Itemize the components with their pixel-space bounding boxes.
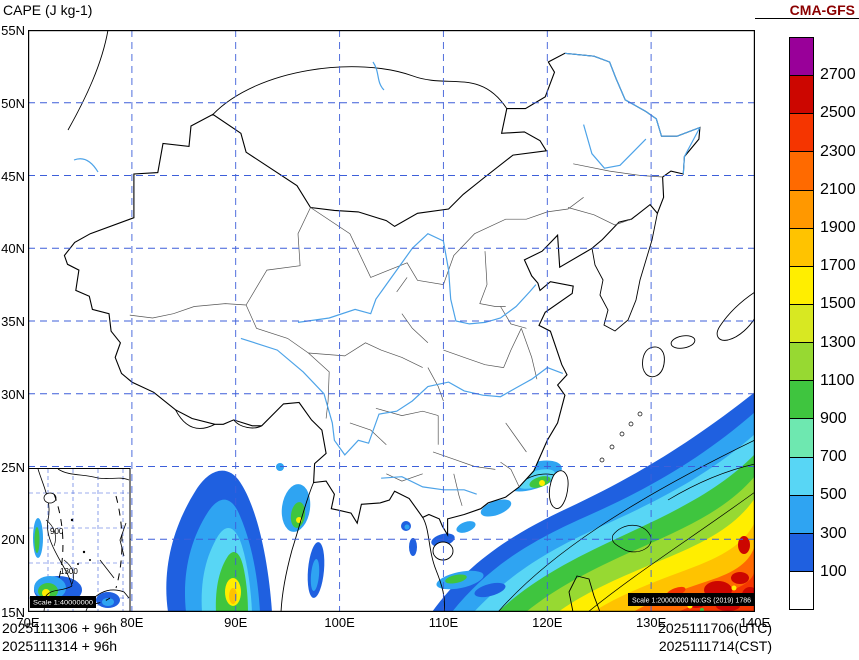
colorbar-cell bbox=[790, 38, 813, 77]
grid bbox=[28, 30, 755, 612]
inset-contour-label-900: 900 bbox=[50, 527, 64, 536]
songhua-river bbox=[583, 124, 647, 169]
colorbar-cell bbox=[790, 457, 813, 496]
colorbar-cell bbox=[790, 152, 813, 191]
x-tick-label: 140E bbox=[739, 615, 771, 630]
x-tick-label: 120E bbox=[532, 615, 563, 630]
inset-contour-label-1300: 1300 bbox=[60, 567, 78, 576]
shikoku-island bbox=[670, 335, 696, 349]
nepal-border bbox=[175, 409, 216, 429]
inset-contours bbox=[45, 519, 74, 585]
inset-island-dots bbox=[70, 518, 91, 565]
colorbar-cell bbox=[790, 266, 813, 305]
colorbar-tick-label: 1500 bbox=[820, 295, 856, 313]
footer-valid-utc: 2025111706(UTC) bbox=[658, 620, 772, 636]
cape-hainan-streaks bbox=[436, 570, 506, 598]
colorbar-tick-label: 1900 bbox=[820, 219, 856, 236]
colorbar-tick-label: 300 bbox=[820, 524, 847, 542]
colorbar-tick-label: 2700 bbox=[820, 66, 856, 84]
colorbar-tick-label: 700 bbox=[820, 448, 847, 466]
colorbar-cell bbox=[790, 114, 813, 153]
y-tick-label: 50N bbox=[1, 95, 25, 111]
ryukyu-islands bbox=[599, 411, 643, 463]
x-tick-label: 80E bbox=[120, 615, 144, 630]
y-tick-label: 15N bbox=[1, 605, 25, 620]
colorbar-cell bbox=[790, 190, 813, 229]
islands bbox=[432, 291, 755, 612]
cape-tonkin-specks bbox=[276, 463, 417, 556]
colorbar-tick-label: 2300 bbox=[820, 142, 856, 160]
china-boundary bbox=[63, 52, 701, 537]
colorbar-tick-label: 500 bbox=[820, 486, 847, 504]
y-tick-label: 55N bbox=[1, 23, 25, 38]
y-tick-label: 20N bbox=[1, 532, 25, 548]
y-tick-label: 30N bbox=[1, 386, 25, 402]
inset-map: 900 1300 Scale 1:40000000 bbox=[28, 468, 131, 612]
y-tick-label: 35N bbox=[1, 314, 25, 329]
colorbar-cell bbox=[790, 228, 813, 267]
footer-init-utc: 2025111306 + 96h bbox=[2, 620, 118, 636]
colorbar bbox=[789, 37, 814, 610]
colorbar-cell bbox=[790, 381, 813, 420]
header-underline bbox=[755, 18, 859, 19]
myanmar-coast bbox=[280, 482, 315, 612]
korea-coast bbox=[591, 213, 658, 332]
x-tick-label: 130E bbox=[635, 615, 667, 630]
footer-init-cst: 2025111314 + 96h bbox=[2, 638, 118, 654]
colorbar-cell bbox=[790, 343, 813, 382]
kazakhstan-border bbox=[67, 30, 109, 131]
colorbar-cell bbox=[790, 495, 813, 534]
y-tick-label: 45N bbox=[1, 168, 25, 184]
x-tick-label: 70E bbox=[16, 615, 40, 630]
honshu-coast bbox=[716, 291, 755, 341]
north-river bbox=[372, 61, 385, 91]
inset-scale-bar bbox=[30, 596, 96, 608]
taiwan-island bbox=[548, 470, 569, 509]
map-border bbox=[28, 30, 755, 612]
page-title: CAPE (J kg-1) bbox=[3, 2, 93, 18]
rivers bbox=[73, 52, 701, 495]
vietnam-coast bbox=[422, 517, 445, 612]
amur-river bbox=[564, 52, 701, 175]
colorbar-tick-label: 2500 bbox=[820, 104, 856, 122]
map: 900 1300 Scale 1:40000000 Scale 1:200000… bbox=[28, 30, 755, 612]
neighbor-boundaries bbox=[67, 30, 658, 612]
kyushu-island bbox=[642, 346, 665, 378]
pearl-river bbox=[381, 476, 477, 495]
colorbar-tick-label: 900 bbox=[820, 410, 847, 427]
colorbar-cell bbox=[790, 533, 813, 572]
mongolia-russia-border bbox=[212, 66, 508, 115]
footer-valid-cst: 2025111714(CST) bbox=[658, 638, 772, 654]
colorbar-tick-label: 2100 bbox=[820, 180, 856, 198]
colorbar-tick-label: 1300 bbox=[820, 333, 856, 351]
colorbar-tick-label: 1100 bbox=[820, 371, 855, 389]
x-tick-label: 90E bbox=[224, 615, 248, 630]
y-tick-label: 40N bbox=[1, 241, 25, 257]
colorbar-cell bbox=[790, 419, 813, 458]
luzon-coast bbox=[568, 575, 601, 612]
main-scale-label: Scale 1:20000000 No:GS (2019) 1786 bbox=[632, 598, 751, 605]
x-tick-label: 110E bbox=[428, 615, 459, 630]
ili-river bbox=[73, 158, 99, 173]
colorbar-cell bbox=[790, 571, 813, 610]
colorbar-tick-label: 1700 bbox=[820, 257, 856, 275]
colorbar-tick-label: 100 bbox=[820, 562, 847, 580]
cape-bengal-patch bbox=[166, 470, 325, 612]
inset-scale-label: Scale 1:40000000 bbox=[33, 600, 94, 607]
main-scale-bar: Scale 1:20000000 No:GS (2019) 1786 bbox=[628, 593, 755, 606]
x-tick-label: 100E bbox=[324, 615, 355, 630]
colorbar-cell bbox=[790, 304, 813, 344]
model-label: CMA-GFS bbox=[789, 2, 855, 18]
y-tick-label: 25N bbox=[1, 459, 25, 475]
yangtze-river bbox=[240, 337, 564, 456]
colorbar-cell bbox=[790, 76, 813, 115]
bhutan-border bbox=[233, 419, 262, 429]
